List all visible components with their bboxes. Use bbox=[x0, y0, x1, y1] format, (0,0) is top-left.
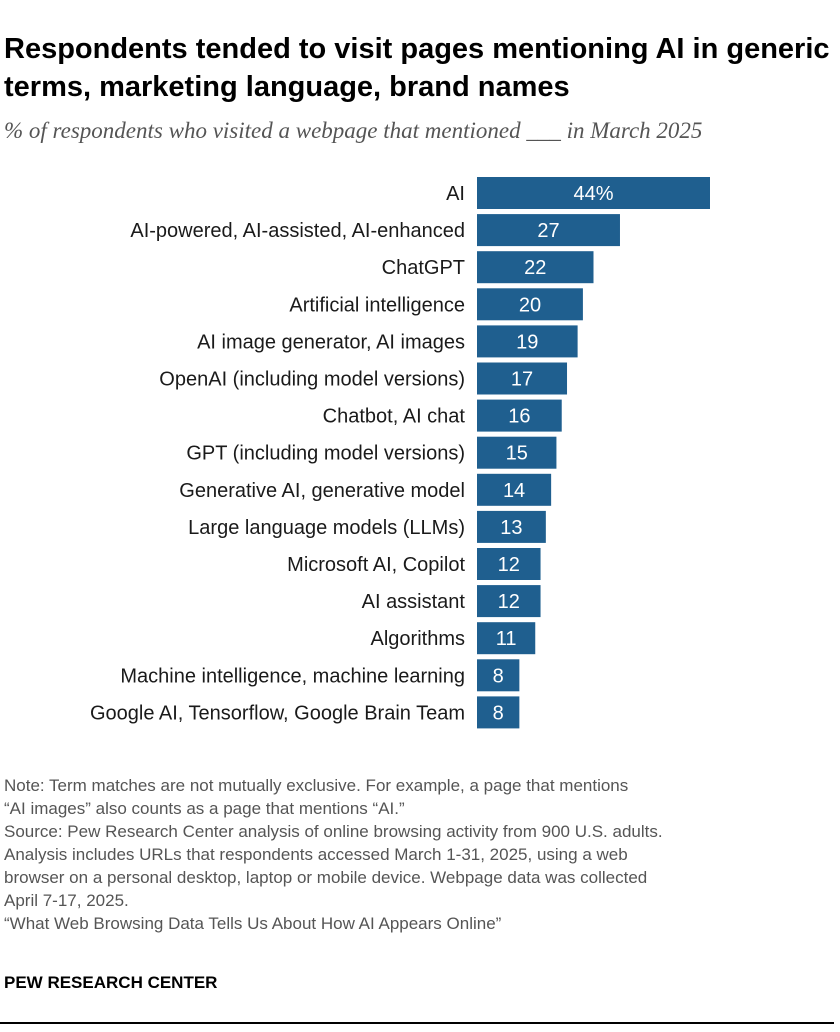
value-label: 20 bbox=[519, 294, 541, 316]
source-line: April 7-17, 2025. bbox=[4, 891, 129, 910]
category-label: Google AI, Tensorflow, Google Brain Team bbox=[90, 702, 465, 724]
bar bbox=[477, 659, 520, 692]
value-label: 22 bbox=[524, 257, 546, 279]
bar bbox=[477, 510, 546, 543]
bar bbox=[477, 399, 562, 432]
category-label: Generative AI, generative model bbox=[179, 480, 465, 502]
bar bbox=[477, 177, 710, 209]
bar bbox=[477, 214, 620, 247]
bar bbox=[477, 622, 536, 655]
value-label: 14 bbox=[503, 480, 525, 502]
category-label: Artificial intelligence bbox=[289, 294, 465, 316]
value-label: 13 bbox=[500, 517, 522, 539]
bar bbox=[477, 251, 594, 284]
category-label: Machine intelligence, machine learning bbox=[120, 665, 465, 687]
chart-subtitle: % of respondents who visited a webpage t… bbox=[4, 118, 703, 143]
value-label: 12 bbox=[498, 554, 520, 576]
category-label: AI bbox=[446, 183, 465, 205]
value-label: 15 bbox=[506, 443, 528, 465]
bar bbox=[477, 288, 583, 321]
category-label: Chatbot, AI chat bbox=[323, 406, 466, 428]
chart-title: Respondents tended to visit pages mentio… bbox=[4, 33, 830, 103]
category-label: AI image generator, AI images bbox=[197, 331, 465, 353]
value-label: 16 bbox=[508, 406, 530, 428]
bar bbox=[477, 473, 552, 506]
value-label: 17 bbox=[511, 369, 533, 391]
category-label: GPT (including model versions) bbox=[186, 443, 465, 465]
report-title-line: “What Web Browsing Data Tells Us About H… bbox=[4, 914, 502, 933]
bar bbox=[477, 436, 557, 469]
value-label: 8 bbox=[493, 665, 504, 687]
organization-name: PEW RESEARCH CENTER bbox=[4, 973, 218, 992]
source-line: browser on a personal desktop, laptop or… bbox=[4, 868, 648, 887]
value-label: 19 bbox=[516, 331, 538, 353]
source-line: Analysis includes URLs that respondents … bbox=[4, 845, 628, 864]
chart-notes: Note: Term matches are not mutually excl… bbox=[4, 774, 834, 935]
bar bbox=[477, 325, 578, 358]
value-label: 12 bbox=[498, 591, 520, 613]
bar bbox=[477, 696, 520, 729]
bar bbox=[477, 585, 541, 618]
category-label: ChatGPT bbox=[382, 257, 465, 279]
note-line: Note: Term matches are not mutually excl… bbox=[4, 776, 629, 795]
category-label: Microsoft AI, Copilot bbox=[287, 554, 465, 576]
category-label: AI-powered, AI-assisted, AI-enhanced bbox=[130, 220, 465, 242]
bar bbox=[477, 362, 568, 395]
category-label: OpenAI (including model versions) bbox=[159, 369, 465, 391]
value-label: 11 bbox=[496, 628, 517, 650]
bottom-rule bbox=[0, 1022, 834, 1024]
bar bbox=[477, 548, 541, 580]
category-label: AI assistant bbox=[362, 591, 466, 613]
note-line: “AI images” also counts as a page that m… bbox=[4, 799, 405, 818]
value-label: 8 bbox=[493, 702, 504, 724]
category-label: Large language models (LLMs) bbox=[188, 517, 465, 539]
value-label: 27 bbox=[537, 220, 559, 242]
bar-chart: AI 44% AI-powered, AI-assisted, AI-enhance… bbox=[90, 177, 710, 729]
value-label: 44% bbox=[573, 183, 613, 205]
category-label: Algorithms bbox=[371, 628, 465, 650]
source-line: Source: Pew Research Center analysis of … bbox=[4, 822, 663, 841]
